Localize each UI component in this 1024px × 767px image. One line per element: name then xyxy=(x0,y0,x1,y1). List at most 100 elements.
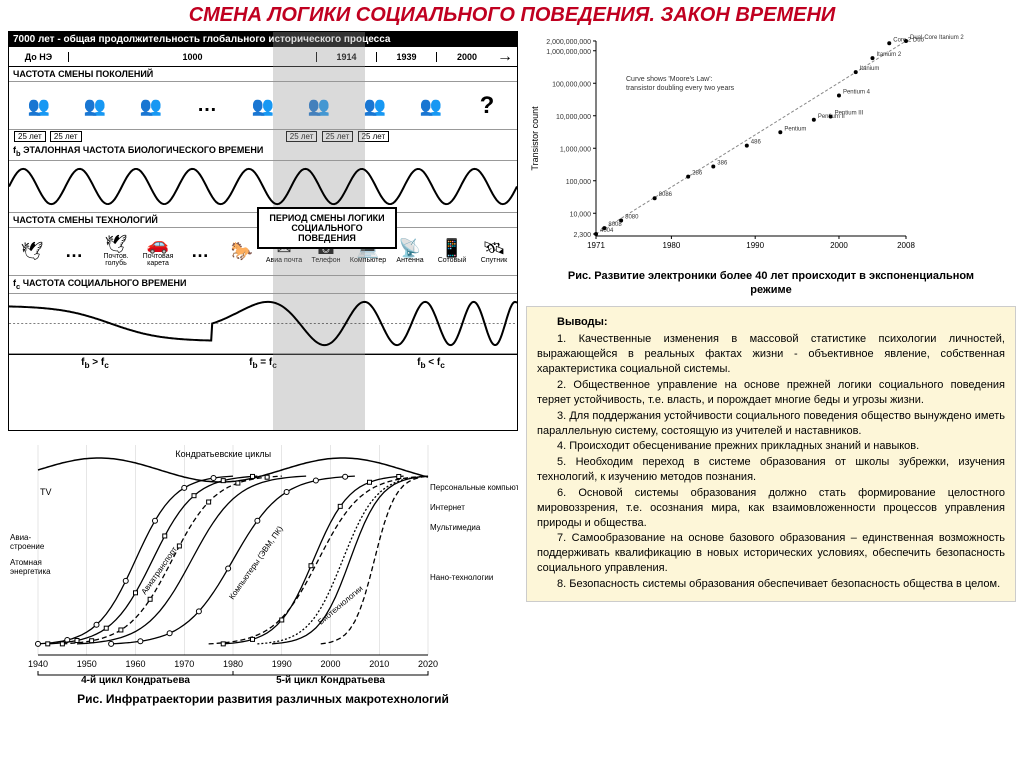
svg-text:Transistor count: Transistor count xyxy=(530,106,540,171)
tech-icon: 🛰Спутник xyxy=(473,239,515,264)
svg-text:Curve shows 'Moore's Law':: Curve shows 'Moore's Law': xyxy=(626,76,713,83)
person-icon: 👥 xyxy=(140,97,162,115)
conclusions-title: Выводы: xyxy=(537,315,1005,330)
svg-text:1,000,000,000: 1,000,000,000 xyxy=(546,49,591,56)
svg-text:10,000,000: 10,000,000 xyxy=(556,114,591,121)
svg-text:8080: 8080 xyxy=(625,214,639,220)
person-icon: 👥 xyxy=(308,97,330,115)
svg-text:Dual-Core Itanium 2: Dual-Core Itanium 2 xyxy=(910,35,964,41)
freq-gt: fb > fc xyxy=(81,357,109,370)
svg-text:1980: 1980 xyxy=(223,659,243,669)
tech-icon: 🕊Почтов. голубь xyxy=(95,235,137,267)
gen-section-label: ЧАСТОТА СМЕНЫ ПОКОЛЕНИЙ xyxy=(9,67,517,82)
svg-text:1971: 1971 xyxy=(587,241,605,250)
moores-caption: Рис. Развитие электроники более 40 лет п… xyxy=(526,265,1016,302)
tech-icon: 📱Сотовый xyxy=(431,239,473,264)
person-icon: 👥 xyxy=(364,97,386,115)
person-icon: 👥 xyxy=(84,97,106,115)
conclusion-item: 7. Самообразование на основе базового об… xyxy=(537,531,1005,576)
svg-text:Pentium: Pentium xyxy=(784,126,806,132)
period-box: ПЕРИОД СМЕНЫ ЛОГИКИ СОЦИАЛЬНОГО ПОВЕДЕНИ… xyxy=(257,207,397,249)
timeline-row: До НЭ 1000 1914 1939 2000 → xyxy=(9,47,517,67)
conclusion-item: 1. Качественные изменения в массовой ста… xyxy=(537,332,1005,377)
diagram-header: 7000 лет - общая продолжительность глоба… xyxy=(9,32,517,47)
year-badge: 25 лет xyxy=(50,131,82,142)
svg-text:1950: 1950 xyxy=(77,659,97,669)
svg-text:Кондратьевские циклы: Кондратьевские циклы xyxy=(175,449,271,459)
svg-text:4004: 4004 xyxy=(600,228,614,234)
svg-text:2010: 2010 xyxy=(369,659,389,669)
svg-text:1990: 1990 xyxy=(272,659,292,669)
svg-text:5-й цикл Кондратьева: 5-й цикл Кондратьева xyxy=(276,675,385,685)
logic-diagram: 7000 лет - общая продолжительность глоба… xyxy=(8,31,518,431)
svg-text:1970: 1970 xyxy=(174,659,194,669)
svg-text:Биотехнологии: Биотехнологии xyxy=(316,584,364,627)
kondratiev-caption: Рис. Инфратраектории развития различных … xyxy=(8,689,518,709)
era-1914: 1914 xyxy=(317,52,377,62)
svg-text:Itanium: Itanium xyxy=(860,66,880,72)
era-ad: До НЭ xyxy=(9,52,69,62)
svg-text:1960: 1960 xyxy=(125,659,145,669)
conclusion-item: 5. Необходим переход в системе образован… xyxy=(537,455,1005,485)
svg-text:2000: 2000 xyxy=(320,659,340,669)
year-badge: 25 лет xyxy=(322,131,354,142)
era-1939: 1939 xyxy=(377,52,437,62)
page-title: СМЕНА ЛОГИКИ СОЦИАЛЬНОГО ПОВЕДЕНИЯ. ЗАКО… xyxy=(8,4,1016,27)
svg-text:Персональные компьютеры: Персональные компьютеры xyxy=(430,483,518,492)
svg-text:Авиа-: Авиа- xyxy=(10,533,32,542)
conclusion-item: 2. Общественное управление на основе пре… xyxy=(537,378,1005,408)
svg-text:TV: TV xyxy=(40,487,52,497)
svg-text:100,000: 100,000 xyxy=(566,179,591,186)
person-icon: 👥 xyxy=(420,97,442,115)
freq-eq: fb = fc xyxy=(249,357,277,370)
year-badge: 25 лет xyxy=(358,131,390,142)
svg-text:1940: 1940 xyxy=(28,659,48,669)
conclusion-item: 4. Происходит обесценивание прежних прик… xyxy=(537,439,1005,454)
freq-compare: fb > fc fb = fc fb < fc xyxy=(9,354,517,372)
person-icon: 👥 xyxy=(252,97,274,115)
tech-icon: 🕊 xyxy=(11,242,53,260)
svg-text:Pentium 4: Pentium 4 xyxy=(843,89,871,95)
svg-text:2008: 2008 xyxy=(897,241,915,250)
bio-section-label: fb ЭТАЛОННАЯ ЧАСТОТА БИОЛОГИЧЕСКОГО ВРЕМ… xyxy=(9,143,517,161)
svg-text:2,300: 2,300 xyxy=(573,232,591,239)
generations-row: 👥 👥 👥 … 👥 👥 👥 👥 ? xyxy=(9,82,517,130)
svg-text:8008: 8008 xyxy=(608,222,622,228)
svg-text:Атомная: Атомная xyxy=(10,558,42,567)
freq-lt: fb < fc xyxy=(417,357,445,370)
bio-wave xyxy=(9,161,517,213)
svg-text:2000: 2000 xyxy=(830,241,848,250)
svg-text:2020: 2020 xyxy=(418,659,438,669)
era-1000: 1000 xyxy=(69,52,317,62)
kondratiev-chart: 1940195019601970198019902000201020204-й … xyxy=(8,435,518,685)
svg-text:Компьютеры (ЭВМ, ПК): Компьютеры (ЭВМ, ПК) xyxy=(227,524,285,601)
conclusion-item: 8. Безопасность системы образования обес… xyxy=(537,577,1005,592)
svg-text:Интернет: Интернет xyxy=(430,503,465,512)
svg-text:100,000,000: 100,000,000 xyxy=(552,81,591,88)
svg-text:286: 286 xyxy=(692,171,703,177)
conclusions-box: Выводы: 1. Качественные изменения в масс… xyxy=(526,306,1016,602)
svg-text:2,000,000,000: 2,000,000,000 xyxy=(546,39,591,46)
svg-text:8086: 8086 xyxy=(659,192,673,198)
svg-text:386: 386 xyxy=(717,160,728,166)
svg-text:Нано-технологии: Нано-технологии xyxy=(430,573,493,582)
svg-text:Авиатранспорт: Авиатранспорт xyxy=(140,545,180,596)
conclusion-item: 6. Основой системы образования должно ст… xyxy=(537,486,1005,531)
svg-text:1,000,000: 1,000,000 xyxy=(560,146,591,153)
svg-text:1990: 1990 xyxy=(746,241,764,250)
moores-chart: 2,300 10,000 100,000 1,000,000 10,000,000 100… xyxy=(526,31,1016,261)
svg-text:строение: строение xyxy=(10,542,45,551)
svg-text:Мультимедиа: Мультимедиа xyxy=(430,523,481,532)
svg-text:486: 486 xyxy=(751,140,762,146)
social-section-label: fc ЧАСТОТА СОЦИАЛЬНОГО ВРЕМЕНИ xyxy=(9,276,517,294)
svg-text:transistor doubling every two: transistor doubling every two years xyxy=(626,85,735,92)
era-2000: 2000 xyxy=(437,52,497,62)
svg-text:10,000: 10,000 xyxy=(570,211,592,218)
year-badge: 25 лет xyxy=(14,131,46,142)
tech-icon: 🚗Почтовая карета xyxy=(137,235,179,267)
year-badge: 25 лет xyxy=(286,131,318,142)
svg-text:Itanium 2: Itanium 2 xyxy=(876,52,901,58)
svg-text:1980: 1980 xyxy=(663,241,681,250)
person-icon: 👥 xyxy=(28,97,50,115)
svg-text:Pentium III: Pentium III xyxy=(835,110,864,116)
